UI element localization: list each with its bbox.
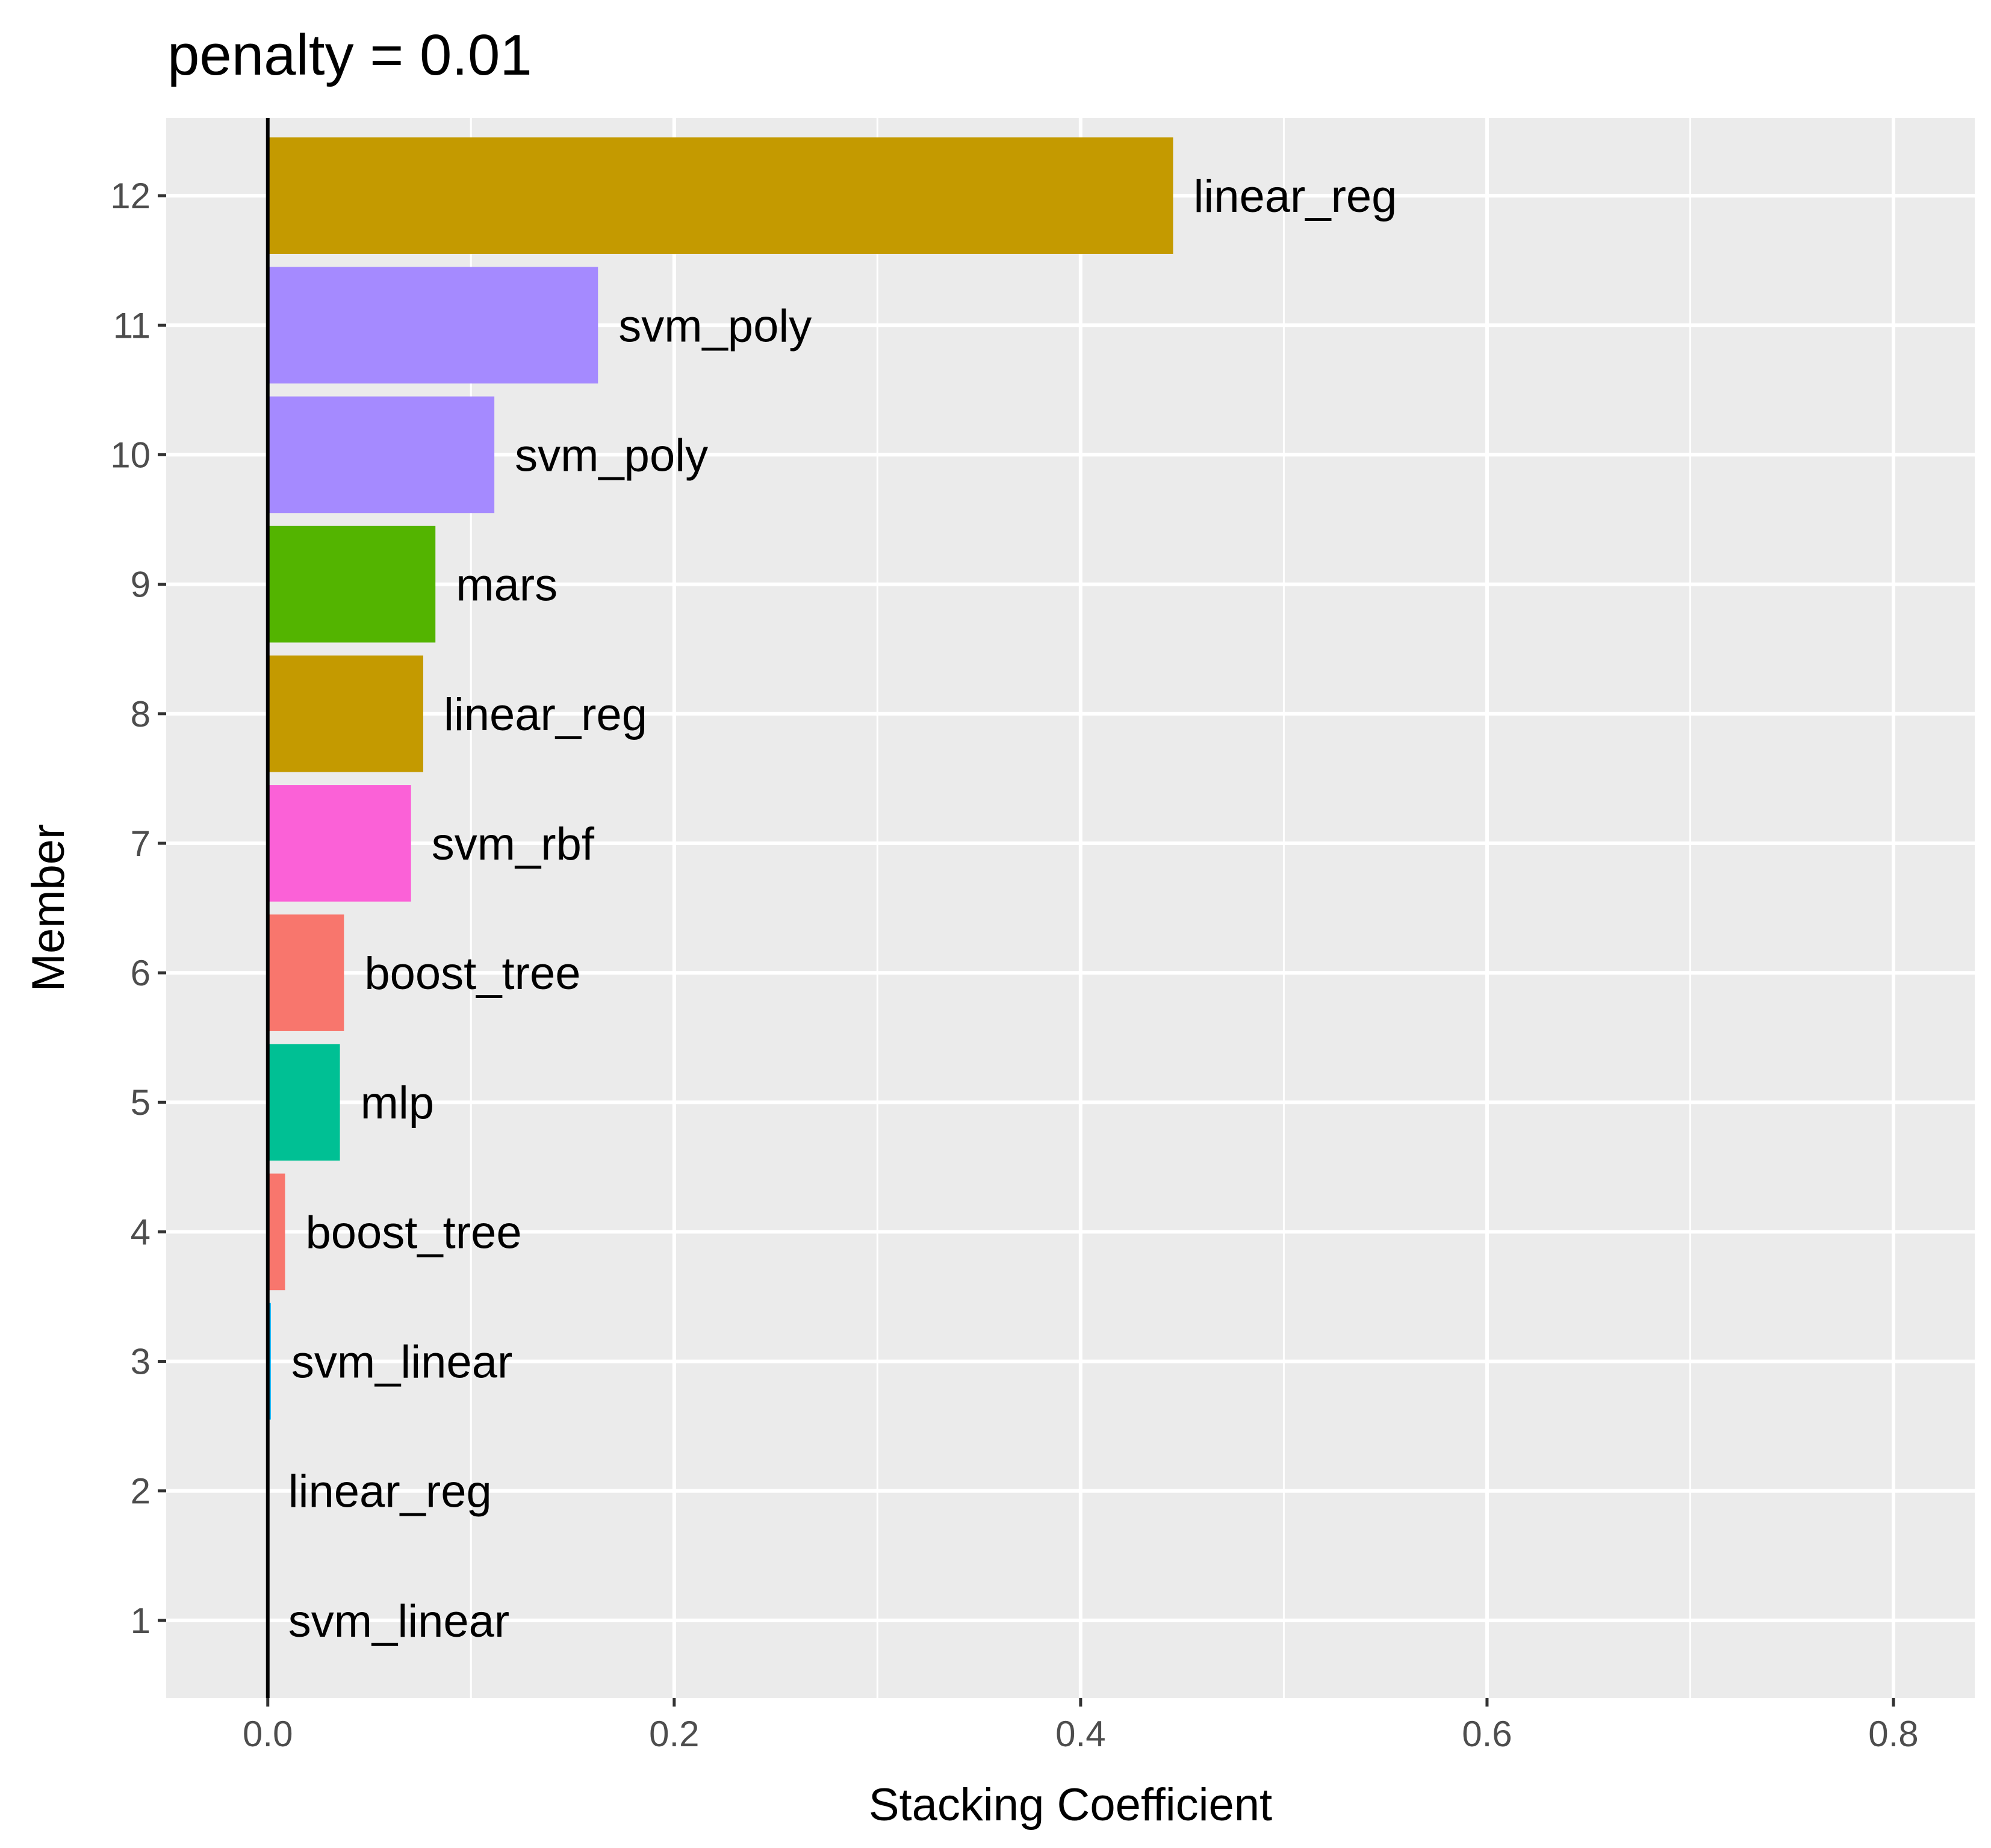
bar-label-member-9: mars: [456, 560, 558, 611]
bar-labels-group: svm_linear linear_reg svm_linear boost_tree…: [288, 171, 1397, 1647]
y-tick-label: 9: [131, 565, 151, 605]
y-tick-label: 3: [131, 1342, 151, 1382]
y-tick-label: 8: [131, 694, 151, 734]
bar-label-member-12: linear_reg: [1193, 171, 1397, 222]
bar-label-member-11: svm_poly: [618, 300, 812, 352]
chart-title: penalty = 0.01: [167, 23, 532, 87]
y-tick-label: 10: [110, 435, 151, 475]
y-tick-label: 12: [110, 176, 151, 216]
x-tick-label: 0.0: [243, 1714, 293, 1754]
bar-label-member-10: svm_poly: [515, 430, 708, 481]
x-tick-label: 0.2: [649, 1714, 699, 1754]
bar-member-6: [267, 914, 344, 1031]
x-tick-label: 0.6: [1462, 1714, 1512, 1754]
x-tick-label: 0.4: [1055, 1714, 1105, 1754]
bar-label-member-2: linear_reg: [288, 1466, 492, 1518]
bar-member-8: [267, 655, 423, 772]
bar-member-7: [267, 785, 411, 902]
bar-member-10: [267, 396, 495, 513]
bar-member-9: [267, 526, 436, 643]
bar-label-member-1: svm_linear: [288, 1596, 509, 1647]
y-tick-label: 7: [131, 823, 151, 864]
bar-label-member-8: linear_reg: [444, 689, 647, 740]
y-tick-label: 5: [131, 1082, 151, 1123]
y-tick-label: 6: [131, 953, 151, 993]
bars-group: [267, 137, 1173, 1420]
bar-member-11: [267, 267, 598, 384]
y-axis-title: Member: [23, 824, 74, 992]
bar-member-12: [267, 137, 1173, 254]
bar-label-member-4: boost_tree: [305, 1207, 521, 1258]
x-tick-label: 0.8: [1868, 1714, 1918, 1754]
grid-major-lines: [166, 118, 1975, 1698]
bar-label-member-5: mlp: [361, 1077, 434, 1129]
bar-member-4: [267, 1173, 285, 1291]
y-tick-label: 1: [131, 1601, 151, 1641]
y-tick-label: 11: [113, 305, 151, 346]
y-tick-label: 2: [131, 1471, 151, 1512]
bar-label-member-3: svm_linear: [291, 1337, 512, 1388]
y-tick-label: 4: [131, 1212, 151, 1252]
bar-label-member-7: svm_rbf: [432, 819, 595, 870]
bar-member-5: [267, 1044, 340, 1161]
x-axis-ticks: 0.0 0.2 0.4 0.6 0.8: [243, 1698, 1919, 1754]
bar-label-member-6: boost_tree: [364, 948, 580, 999]
x-axis-title: Stacking Coefficient: [869, 1779, 1272, 1831]
